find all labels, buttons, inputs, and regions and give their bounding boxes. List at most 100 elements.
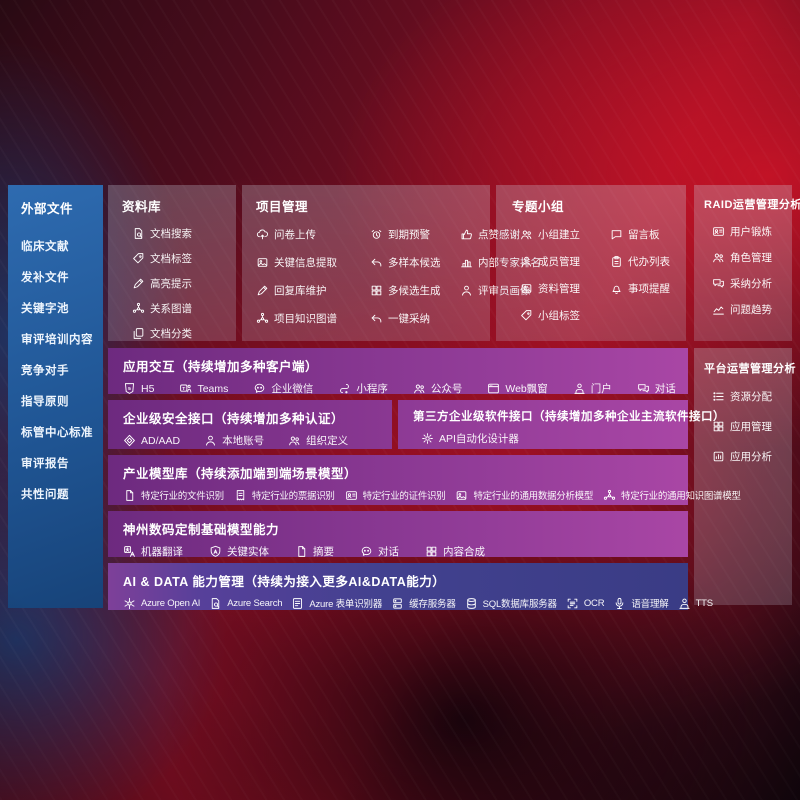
chat-icon — [361, 546, 372, 556]
cache-server-icon — [393, 597, 402, 609]
feature-item: 事项提醒 — [610, 281, 678, 296]
feature-item: 组织定义 — [288, 433, 348, 448]
feature-item: 文档搜索 — [132, 226, 226, 241]
feature-label: 问题趋势 — [730, 304, 772, 316]
feature-label: 代办列表 — [628, 256, 670, 268]
interaction-items: H5 Teams 企业微信 小程序 公众号 Web飘窗 门户 对话 — [123, 381, 680, 396]
feature-item: 回复库维护 — [256, 283, 368, 298]
feature-item: 多候选生成 — [370, 283, 458, 298]
sql-db-icon — [466, 597, 476, 609]
feature-item: 问卷上传 — [256, 227, 368, 242]
thirdparty-items: API自动化设计器 — [413, 431, 680, 446]
feature-label: 角色管理 — [730, 252, 772, 264]
project-items: 问卷上传 到期预警 点赞感谢 关键信息提取 多样本候选 内部专家排名 回复库维护… — [256, 227, 541, 326]
feature-label: 资料管理 — [538, 283, 580, 295]
feature-item: 特定行业的票据识别 — [234, 488, 335, 502]
alarm-icon — [371, 229, 382, 239]
tag-icon — [521, 310, 532, 321]
reply-arrow-icon — [371, 258, 382, 267]
speech-icon — [616, 597, 624, 609]
feature-label: 到期预警 — [388, 229, 430, 241]
id-card-icon — [713, 227, 724, 236]
feature-item: TTS — [678, 597, 713, 610]
resource-list-icon — [713, 392, 724, 401]
feature-label: 组织定义 — [306, 435, 349, 447]
row-title: 产业模型库（持续添加端到端场景模型） — [123, 467, 358, 481]
row-enterprise-security: 企业级安全接口（持续增加多种认证） AD/AAD 本地账号 组织定义 — [108, 400, 392, 449]
library-items: 文档搜索 文档标签 高亮提示 关系图谱 文档分类 — [122, 226, 226, 341]
feature-item: H5 — [123, 382, 154, 395]
feature-item: 企业微信 — [253, 381, 313, 396]
feature-item: 代办列表 — [610, 254, 678, 269]
feature-label: 点赞感谢 — [478, 227, 520, 242]
block-raid-analysis: RAID运营管理分析 用户锻炼 角色管理 采纳分析 问题趋势 — [694, 185, 800, 341]
feature-item: 资料管理 — [520, 281, 608, 296]
qa-chat-icon — [713, 279, 724, 288]
list-item: 共性问题 — [21, 489, 69, 501]
list-item: 审评报告 — [21, 458, 69, 470]
row-title: AI & DATA 能力管理（持续为接入更多AI&DATA能力） — [123, 575, 446, 589]
feature-label: SQL数据库服务器 — [482, 599, 557, 610]
feature-item: AD/AAD — [123, 434, 180, 447]
ocr-icon — [567, 598, 578, 608]
feature-item: OCR — [566, 597, 605, 610]
feature-label: 关系图谱 — [150, 303, 192, 315]
doc-icon — [126, 489, 134, 501]
feature-item: Azure Open AI — [123, 597, 200, 610]
bell-icon — [612, 285, 621, 294]
feature-label: Teams — [197, 382, 229, 395]
block-title: 项目管理 — [256, 200, 309, 214]
feature-label: 回复库维护 — [274, 285, 327, 297]
adopt-arrow-icon — [371, 314, 382, 323]
knowledge-graph-icon — [256, 312, 269, 323]
block-title: RAID运营管理分析 — [704, 199, 800, 211]
entity-badge-icon — [210, 545, 221, 557]
form-recognizer-icon — [293, 597, 303, 609]
local-account-icon — [206, 435, 216, 446]
translate-icon — [124, 546, 135, 557]
feature-label: 小组标签 — [538, 310, 580, 322]
feature-label: TTS — [695, 597, 714, 609]
panel-title: 外部文件 — [21, 202, 74, 216]
feature-label: 一键采纳 — [388, 313, 430, 325]
aidata-items: Azure Open AI Azure Search Azure 表单识别器 缓… — [123, 596, 713, 610]
org-define-icon — [289, 436, 300, 446]
feature-item: 关键信息提取 — [256, 255, 368, 270]
feature-item: 评审员画像 — [460, 283, 541, 298]
feature-item: Web飘窗 — [487, 381, 548, 396]
feature-label: 企业微信 — [271, 383, 314, 395]
summary-doc-icon — [298, 546, 306, 557]
feature-item: 关系图谱 — [132, 301, 226, 316]
feature-label: 对话 — [378, 546, 399, 558]
block-library: 资料库 文档搜索 文档标签 高亮提示 关系图谱 文档分类 — [108, 185, 236, 341]
feature-label: 关键实体 — [227, 546, 269, 558]
feature-label: 成员管理 — [538, 256, 580, 268]
h5-icon — [124, 383, 135, 394]
feature-label: 多样本候选 — [388, 257, 441, 269]
feature-item: 到期预警 — [370, 227, 458, 242]
web-window-icon — [488, 383, 500, 394]
feature-item: 公众号 — [413, 381, 462, 396]
feature-item: 留言板 — [610, 227, 678, 242]
thumb-up-icon — [461, 229, 472, 240]
mini-program-icon — [340, 383, 350, 394]
feature-item: 问题趋势 — [712, 302, 786, 317]
feature-label: 事项提醒 — [628, 283, 670, 295]
row-title: 第三方企业级软件接口（持续增加多种企业主流软件接口） — [413, 411, 725, 423]
tag-icon — [133, 253, 144, 264]
feature-label: 采纳分析 — [730, 278, 772, 290]
list-item: 标管中心标准 — [21, 427, 93, 439]
list-item: 关键字池 — [21, 303, 69, 315]
raid-items: 用户锻炼 角色管理 采纳分析 问题趋势 — [704, 224, 786, 317]
row-title: 神州数码定制基础模型能力 — [123, 523, 280, 537]
trend-icon — [713, 306, 724, 315]
feature-item: 特定行业的通用知识图谱模型 — [603, 488, 741, 502]
data-model-icon — [457, 490, 467, 500]
person-icon — [461, 285, 472, 296]
security-items: AD/AAD 本地账号 组织定义 — [123, 433, 384, 448]
block-topic-groups: 专题小组 小组建立 留言板 成员管理 代办列表 资料管理 事项提醒 小组标签 — [496, 185, 686, 341]
feature-item: 资源分配 — [712, 389, 786, 404]
feature-label: API自动化设计器 — [439, 433, 519, 445]
feature-label: 资源分配 — [730, 391, 772, 403]
feature-label: 问卷上传 — [274, 229, 316, 241]
